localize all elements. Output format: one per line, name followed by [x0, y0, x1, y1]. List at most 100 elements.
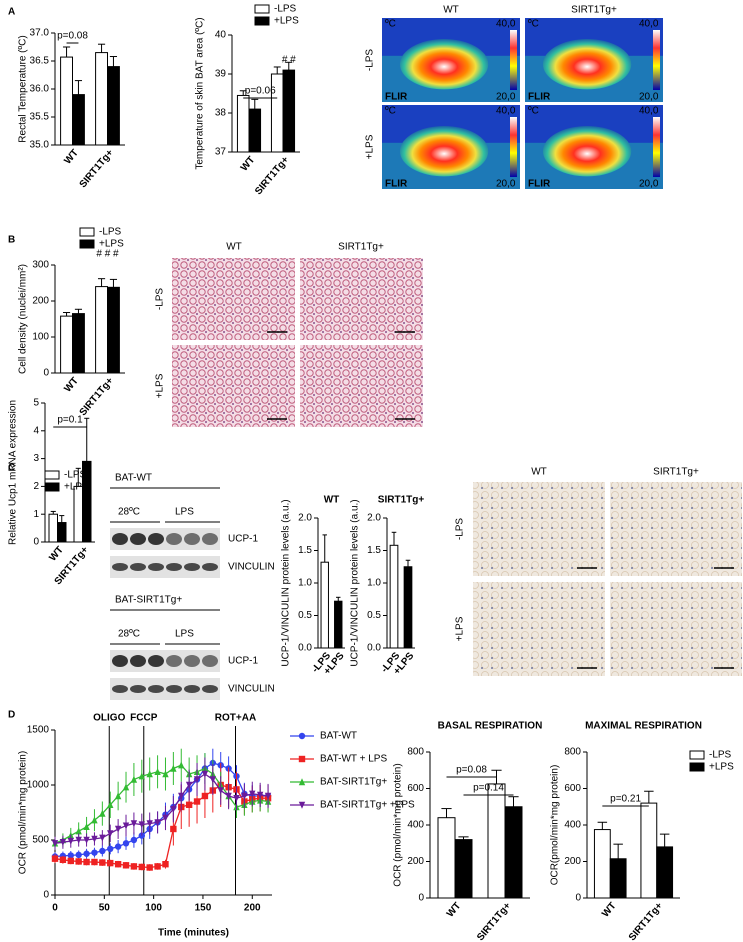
marker	[75, 827, 82, 835]
blot-band	[148, 533, 164, 545]
marker	[107, 830, 114, 838]
marker	[298, 778, 306, 786]
blot-band	[112, 563, 128, 571]
marker	[107, 845, 114, 852]
legend-swatch	[44, 482, 60, 492]
y-tick-label: 3	[33, 453, 39, 464]
marker	[217, 787, 224, 795]
blot-band	[112, 655, 128, 667]
y-tick-label: 0	[43, 890, 49, 901]
annotation: p=0.06	[245, 86, 276, 97]
y-tick-label: 4	[33, 425, 39, 436]
marker	[193, 776, 201, 784]
row-label: -LPS	[455, 518, 466, 541]
marker	[138, 863, 145, 871]
x-tick-label: SIRT1Tg+	[253, 154, 291, 197]
x-tick-label: WT	[239, 155, 257, 174]
blot-group: BAT-SIRT1Tg+	[115, 595, 182, 606]
thermal-brand: FLIR	[385, 179, 408, 190]
bar	[72, 94, 85, 146]
marker	[99, 859, 106, 866]
blot-band	[184, 563, 200, 571]
marker	[170, 825, 177, 833]
marker	[114, 792, 122, 800]
thermal-max: 40,0	[496, 106, 516, 117]
marker	[114, 843, 122, 850]
y-tick-label: 600	[564, 783, 581, 794]
marker	[209, 776, 217, 784]
annotation: p=0.1	[57, 415, 83, 426]
mouse-heat	[542, 38, 632, 90]
y-tick-label: 36.0	[30, 84, 50, 95]
annotation: p=0.08	[57, 31, 88, 42]
blot-band	[148, 685, 164, 693]
y-axis-label: UCP-1/VINCULIN protein levels (a.u.)	[350, 499, 361, 666]
event-label: ROT+AA	[215, 713, 256, 724]
bar	[282, 69, 296, 153]
legend-label: -LPS	[274, 4, 297, 15]
blot-band	[166, 655, 182, 667]
marker	[170, 806, 177, 813]
blot-band	[166, 533, 182, 545]
marker	[59, 856, 67, 863]
column-label: WT	[531, 467, 547, 478]
marker	[83, 836, 90, 844]
x-tick-label: SIRT1Tg+	[627, 900, 665, 942]
blot-band	[130, 685, 146, 693]
y-tick-label: 0.5	[298, 610, 312, 621]
marker	[130, 863, 138, 870]
bar	[107, 66, 120, 146]
marker	[249, 790, 256, 798]
series-line	[54, 784, 269, 869]
bar	[57, 522, 67, 543]
y-tick-label: 38	[215, 108, 227, 119]
marker	[122, 840, 130, 847]
marker	[185, 781, 193, 789]
color-scale	[510, 30, 517, 90]
marker	[122, 822, 130, 830]
panel-letter: C	[8, 463, 15, 474]
marker	[146, 864, 153, 871]
chart-title: BASAL RESPIRATION	[438, 721, 543, 732]
blot-band	[184, 533, 200, 545]
y-tick-label: 500	[32, 835, 49, 846]
x-tick-label: 50	[99, 903, 111, 914]
legend-label: BAT-SIRT1Tg+	[320, 777, 387, 788]
marker	[162, 814, 169, 822]
bar	[437, 817, 456, 899]
y-tick-label: 36.5	[30, 56, 50, 67]
bar	[454, 839, 473, 899]
event-label: OLIGO	[93, 713, 125, 724]
panel-letter: A	[8, 7, 15, 18]
row-label: +LPS	[365, 134, 376, 159]
y-axis-label: Rectal Temperature (ºC)	[18, 35, 29, 142]
marker	[91, 835, 98, 843]
he-image	[300, 258, 423, 340]
mouse-heat	[542, 126, 632, 177]
marker	[99, 847, 106, 855]
marker	[59, 839, 67, 846]
thermal-min: 20,0	[496, 179, 516, 190]
blot-band	[166, 563, 182, 571]
marker	[138, 821, 145, 829]
blot-condition: 28ºC	[118, 629, 140, 640]
marker	[83, 850, 90, 857]
bar	[60, 56, 73, 146]
y-tick-label: 40	[215, 30, 227, 41]
y-axis-label: Temperature of skin BAT area (ºC)	[195, 17, 206, 169]
marker	[146, 770, 153, 778]
thermal-min: 20,0	[639, 179, 659, 190]
color-scale	[653, 117, 660, 177]
y-tick-label: 5	[33, 398, 39, 409]
legend-label: BAT-WT + LPS	[320, 754, 387, 765]
blot-group: BAT-WT	[115, 473, 152, 484]
thermal-max: 40,0	[639, 19, 659, 30]
bar	[107, 286, 120, 374]
bar	[640, 802, 658, 899]
y-tick-label: 300	[32, 260, 49, 271]
marker	[193, 798, 201, 805]
legend-label: +LPS	[64, 482, 89, 493]
annotation: p=0.14	[473, 783, 504, 794]
y-tick-label: 37.0	[30, 28, 50, 39]
y-tick-label: 0.0	[367, 643, 381, 654]
